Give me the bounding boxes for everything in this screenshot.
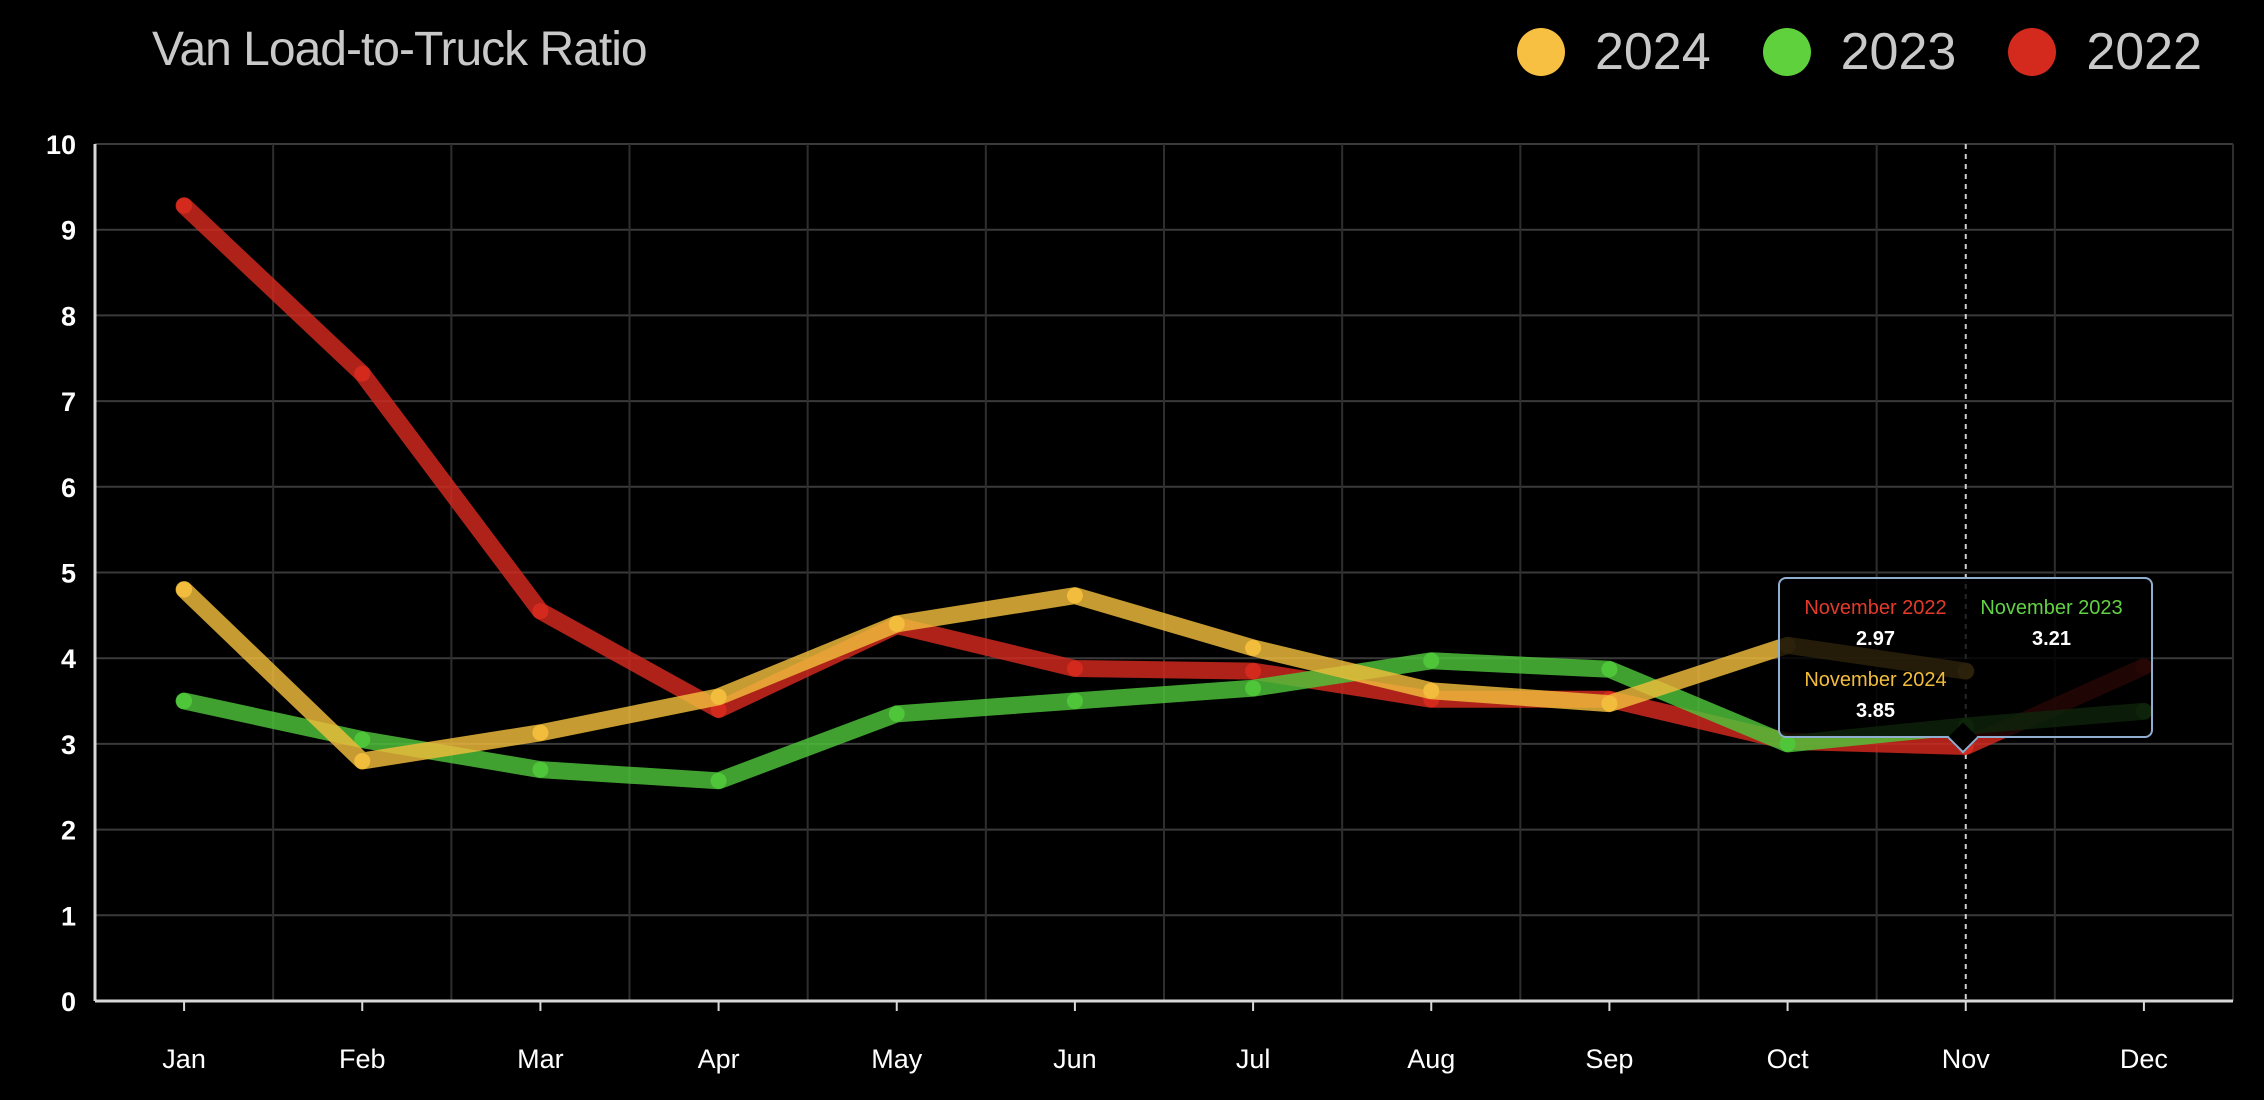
legend-item-2022[interactable]: 2022 — [2008, 22, 2202, 82]
x-tick-label: May — [871, 1044, 923, 1074]
legend-swatch-2022 — [2008, 28, 2057, 76]
y-tick-label: 9 — [61, 216, 76, 246]
data-point-2024 — [354, 753, 371, 770]
data-point-2023 — [1245, 680, 1262, 697]
tooltip-title-2022: November 2022 — [1804, 597, 1947, 619]
y-tick-label: 5 — [61, 559, 76, 589]
data-point-2022 — [532, 603, 549, 620]
tooltip-entry-2024: November 2024 3.85 — [1788, 669, 1963, 723]
x-tick-label: Oct — [1767, 1044, 1810, 1074]
x-tick-label: Sep — [1585, 1044, 1633, 1074]
x-tick-label: Apr — [698, 1044, 740, 1074]
y-tick-label: 6 — [61, 473, 76, 503]
y-tick-label: 8 — [61, 301, 76, 331]
x-tick-label: Mar — [517, 1044, 564, 1074]
data-point-2022 — [354, 365, 371, 382]
y-tick-label: 1 — [61, 901, 76, 931]
legend-label-2022: 2022 — [2086, 23, 2202, 81]
chart-title: Van Load-to-Truck Ratio — [152, 23, 648, 76]
x-tick-label: Nov — [1942, 1044, 1991, 1074]
x-tick-label: Dec — [2120, 1044, 2168, 1074]
tooltip-entry-2022: November 2022 2.97 — [1788, 597, 1963, 651]
data-point-2024 — [1066, 587, 1083, 604]
hover-tooltip: November 2022 2.97 November 2023 3.21 No… — [1778, 577, 2153, 754]
tooltip-title-2023: November 2023 — [1980, 597, 2123, 619]
tooltip-value-2023: 3.21 — [2032, 628, 2071, 650]
legend-item-2023[interactable]: 2023 — [1762, 22, 1957, 82]
legend-label-2023: 2023 — [1840, 23, 1957, 81]
y-tick-label: 3 — [61, 730, 76, 760]
data-point-2023 — [532, 761, 549, 778]
series-line-2023 — [175, 652, 2153, 790]
legend-swatch-2024 — [1516, 28, 1565, 76]
data-point-2022 — [1066, 660, 1083, 677]
data-point-2024 — [1423, 682, 1440, 699]
y-tick-label: 0 — [61, 987, 76, 1017]
data-point-2024 — [1601, 695, 1618, 712]
y-tick-label: 4 — [61, 644, 76, 674]
x-tick-label: Jan — [162, 1044, 206, 1074]
x-tick-label: Jul — [1236, 1044, 1271, 1074]
data-point-2023 — [354, 731, 371, 748]
data-point-2023 — [1423, 652, 1440, 669]
tooltip-value-2024: 3.85 — [1856, 700, 1895, 722]
data-point-2023 — [1779, 735, 1796, 752]
legend-label-2024: 2024 — [1594, 23, 1711, 81]
data-point-2024 — [176, 581, 193, 598]
x-tick-label: Jun — [1053, 1044, 1097, 1074]
data-point-2023 — [176, 693, 193, 710]
tooltip-value-2022: 2.97 — [1856, 628, 1895, 650]
y-tick-label: 10 — [46, 130, 76, 160]
x-tick-label: Feb — [339, 1044, 386, 1074]
tooltip-title-2024: November 2024 — [1804, 669, 1947, 691]
data-point-2023 — [1066, 693, 1083, 710]
data-point-2024 — [532, 724, 549, 741]
data-point-2023 — [888, 705, 905, 722]
legend-swatch-2023 — [1762, 28, 1811, 76]
chart-legend: 2024 2023 2022 — [1465, 22, 2202, 82]
data-point-2022 — [1245, 663, 1262, 680]
data-point-2024 — [888, 615, 905, 632]
data-point-2023 — [710, 772, 727, 789]
data-point-2024 — [1245, 639, 1262, 656]
tooltip-entry-2023: November 2023 3.21 — [1964, 597, 2139, 651]
data-point-2023 — [1601, 661, 1618, 678]
x-tick-label: Aug — [1407, 1044, 1455, 1074]
y-tick-label: 2 — [61, 816, 76, 846]
data-point-2024 — [710, 688, 727, 705]
data-point-2022 — [176, 197, 193, 214]
y-tick-label: 7 — [61, 387, 76, 417]
legend-item-2024[interactable]: 2024 — [1516, 22, 1711, 82]
